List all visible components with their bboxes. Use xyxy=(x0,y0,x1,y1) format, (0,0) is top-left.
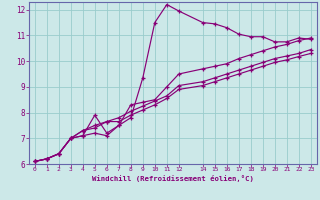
X-axis label: Windchill (Refroidissement éolien,°C): Windchill (Refroidissement éolien,°C) xyxy=(92,175,254,182)
